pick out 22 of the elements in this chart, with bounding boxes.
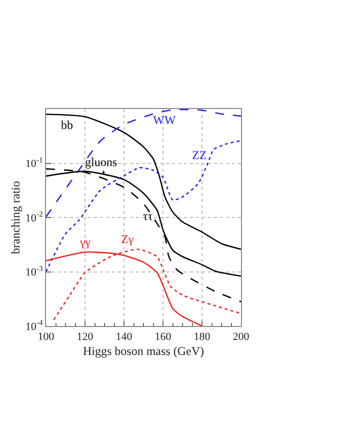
series-label: ττ <box>143 209 153 223</box>
y-tick-label: 10$^{-2}$ <box>25 210 43 224</box>
series-label: bb <box>61 118 73 132</box>
series-label: WW <box>153 113 176 127</box>
series-label: ZZ <box>192 148 207 162</box>
y-tick-label: 10$^{-3}$ <box>25 264 43 279</box>
line-series <box>46 114 241 250</box>
line-series <box>46 168 241 302</box>
x-tick-label: 200 <box>232 331 250 344</box>
series-label: gluons <box>85 155 118 169</box>
y-tick-label: 10$^{-4}$ <box>25 318 43 333</box>
x-tick-label: 120 <box>76 331 94 344</box>
series-label: Zγ <box>121 232 134 246</box>
line-series <box>46 140 241 272</box>
y-axis-title: branching ratio <box>8 181 23 254</box>
x-tick-label: 160 <box>154 331 172 344</box>
series-label: γγ <box>79 235 92 249</box>
x-tick-label: 100 <box>38 331 55 344</box>
x-tick-label: 180 <box>194 331 211 344</box>
y-tick-label: 10$^{-1}$ <box>25 155 43 170</box>
x-tick-label: 140 <box>116 331 133 344</box>
x-axis-title: Higgs boson mass (GeV) <box>83 344 204 358</box>
